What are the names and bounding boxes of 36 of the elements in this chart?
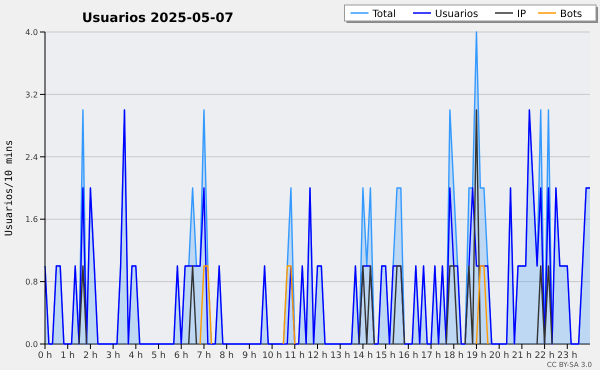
x-tick-label: 9 h bbox=[242, 351, 257, 361]
x-tick-label: 4 h bbox=[128, 351, 143, 361]
x-tick-label: 18 h bbox=[444, 351, 464, 361]
y-tick-label: 3.2 bbox=[25, 90, 38, 100]
x-tick-label: 12 h bbox=[307, 351, 328, 361]
y-tick-label: 4.0 bbox=[25, 28, 38, 37]
x-tick-label: 1 h bbox=[60, 351, 75, 361]
x-tick-label: 7 h bbox=[196, 351, 212, 361]
x-tick-label: 21 h bbox=[512, 351, 532, 361]
y-tick-label: 0.8 bbox=[25, 278, 38, 287]
x-tick-label: 13 h bbox=[330, 351, 350, 361]
x-tick-label: 22 h bbox=[534, 351, 555, 361]
x-tick-label: 19 h bbox=[466, 351, 486, 361]
x-tick-label: 8 h bbox=[220, 351, 234, 361]
x-tick-label: 15 h bbox=[376, 351, 396, 361]
legend-label: Bots bbox=[560, 9, 582, 20]
chart-title: Usuarios 2025-05-07 bbox=[82, 11, 234, 26]
x-tick-label: 23 h bbox=[557, 351, 578, 361]
y-axis-title: Usuarios/10 mins bbox=[4, 140, 15, 236]
x-tick-label: 20 h bbox=[489, 351, 510, 361]
y-tick-label: 1.6 bbox=[25, 215, 38, 224]
y-tick-label: 2.4 bbox=[25, 152, 38, 162]
x-tick-label: 16 h bbox=[398, 351, 418, 361]
legend-label: Total bbox=[372, 9, 396, 20]
x-tick-label: 10 h bbox=[262, 351, 282, 361]
legend-label: Usuarios bbox=[435, 9, 478, 20]
x-tick-label: 0 h bbox=[38, 351, 52, 361]
x-tick-label: 2 h bbox=[83, 351, 98, 361]
x-tick-label: 14 h bbox=[352, 351, 373, 361]
legend-label: IP bbox=[517, 9, 526, 20]
x-tick-label: 3 h bbox=[106, 351, 120, 361]
x-tick-label: 6 h bbox=[174, 351, 188, 361]
x-tick-label: 11 h bbox=[284, 351, 305, 361]
y-tick-label: 0.0 bbox=[25, 340, 38, 349]
x-tick-label: 17 h bbox=[421, 351, 442, 361]
x-tick-label: 5 h bbox=[151, 351, 166, 361]
